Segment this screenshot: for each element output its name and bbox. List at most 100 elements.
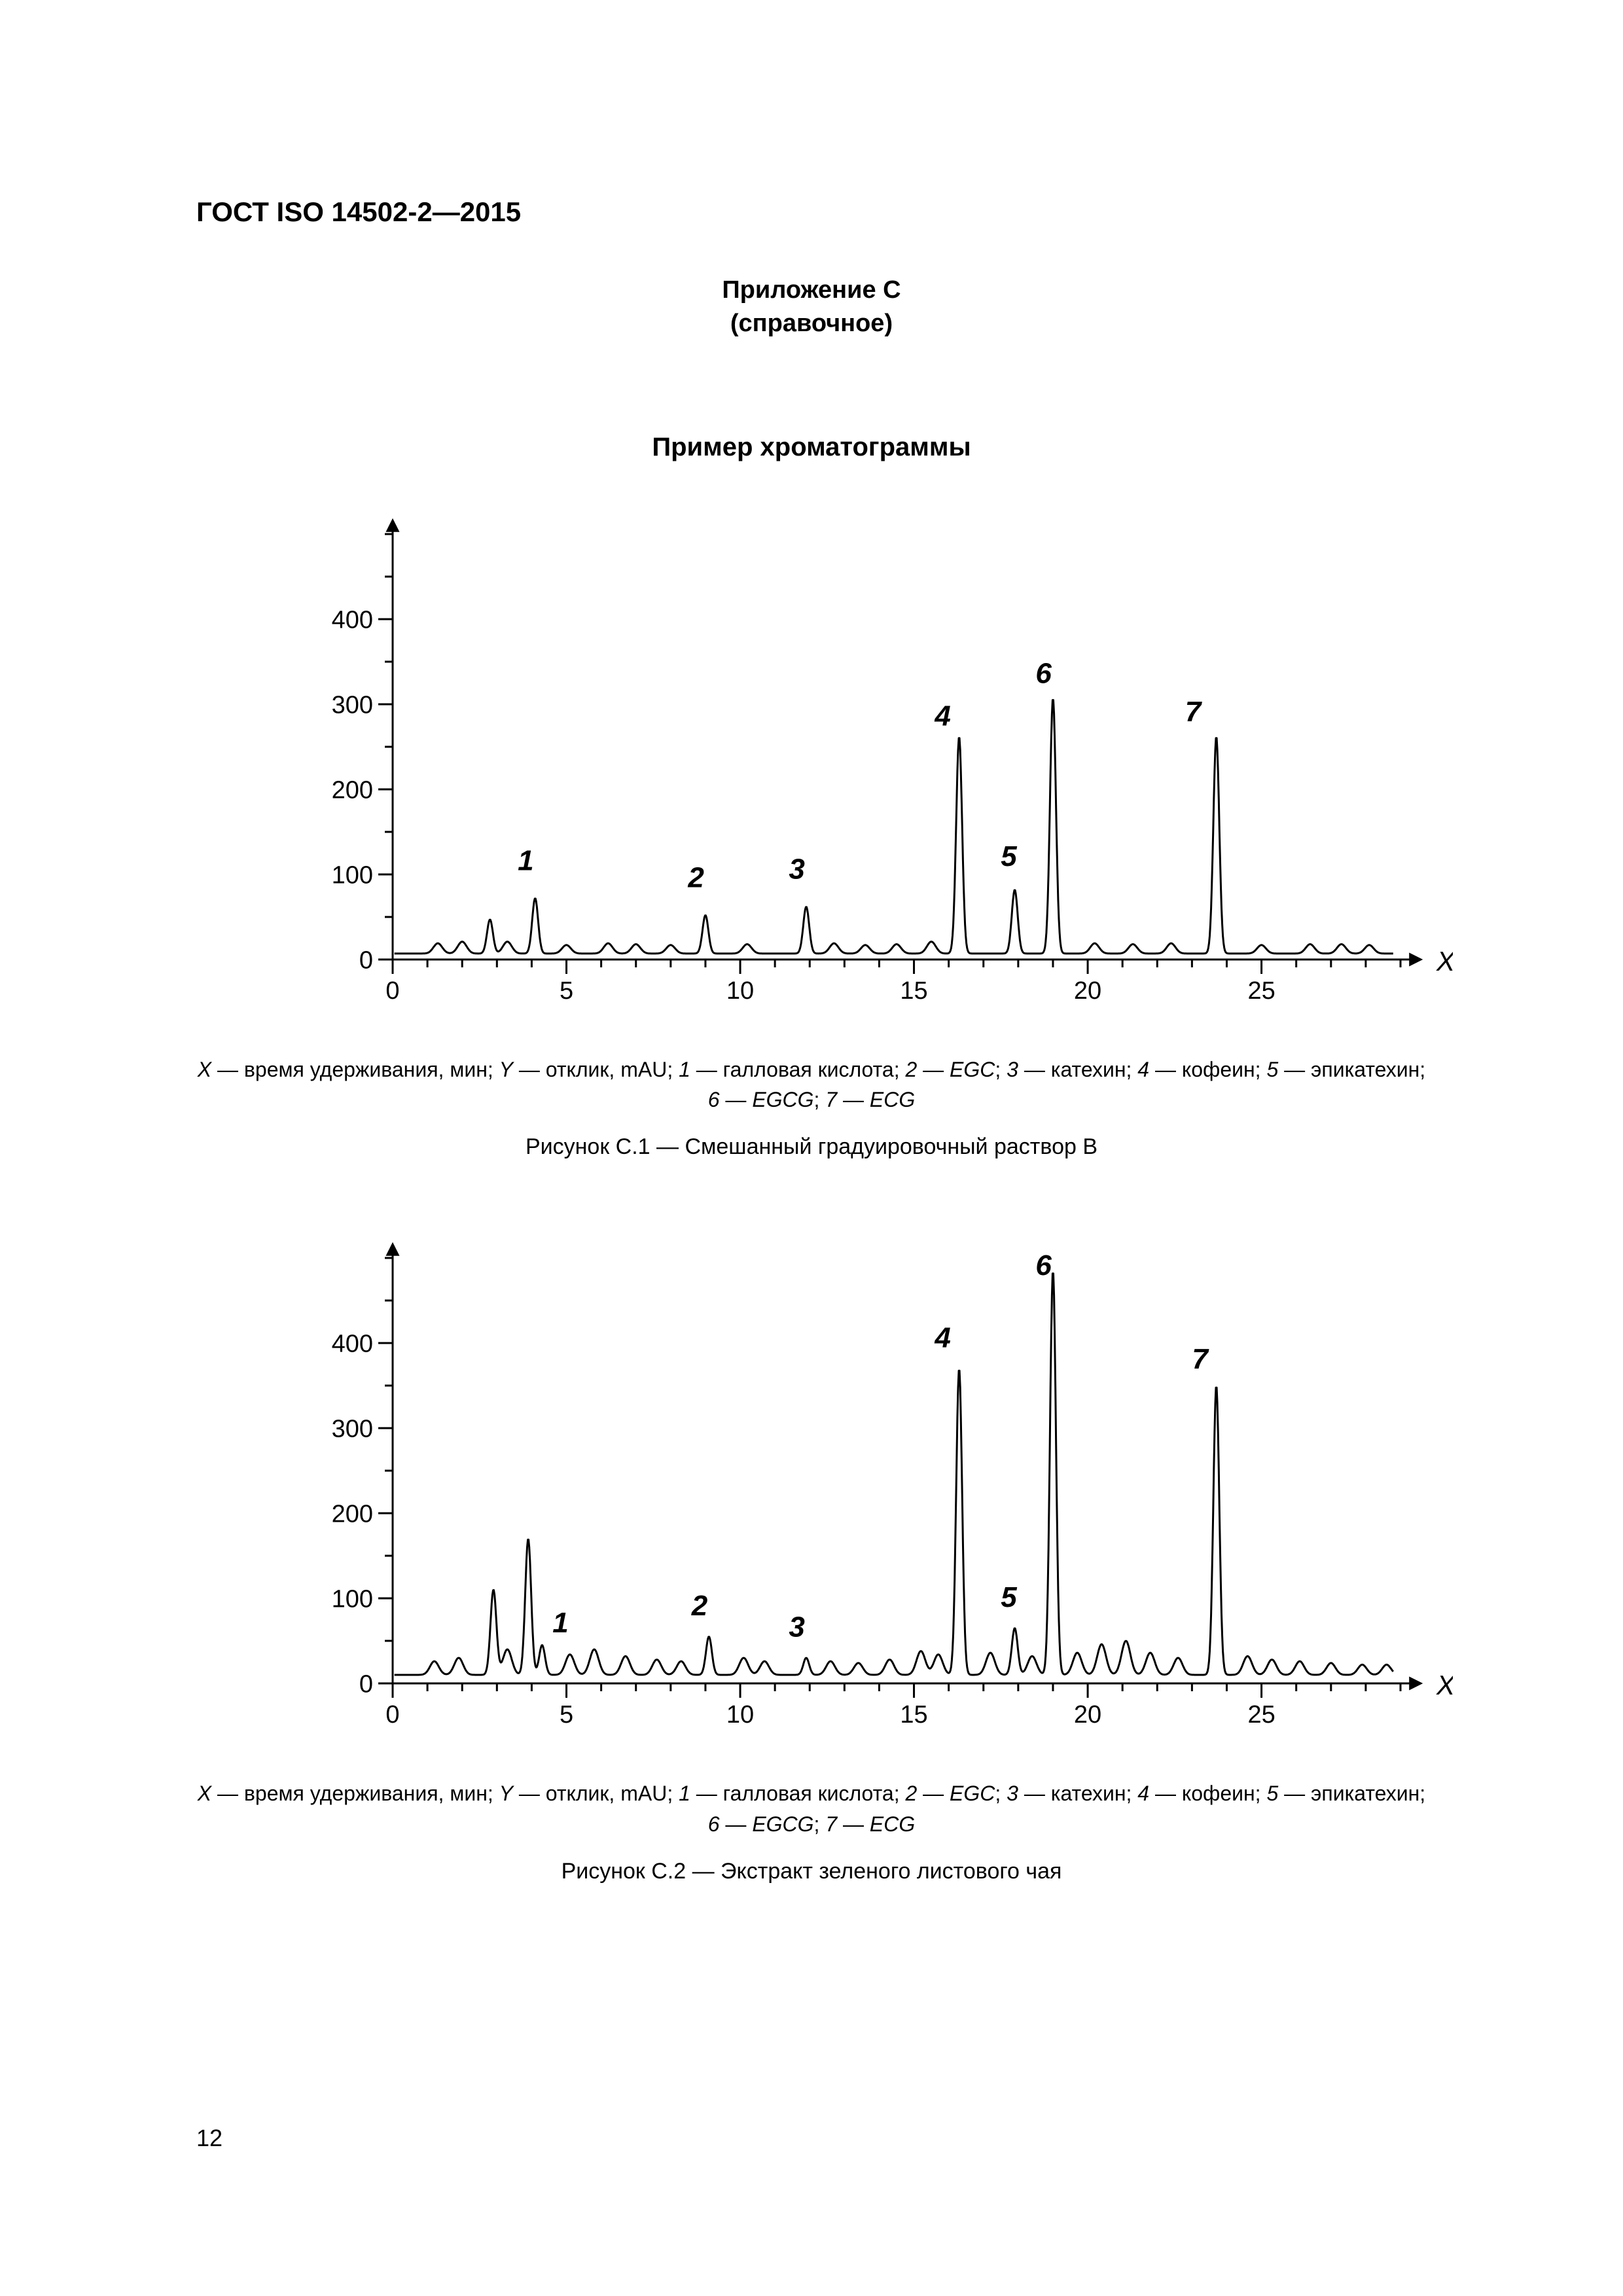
- legend-2-v: —: [917, 1058, 950, 1081]
- caption-c2: Рисунок С.2 — Экстракт зеленого листовог…: [196, 1859, 1427, 1884]
- svg-text:400: 400: [332, 1331, 373, 1358]
- svg-text:300: 300: [332, 691, 373, 719]
- svg-text:20: 20: [1074, 977, 1101, 1005]
- svg-text:15: 15: [900, 977, 927, 1005]
- legend-5-v: — эпикатехин;: [1278, 1058, 1425, 1081]
- svg-text:1: 1: [552, 1607, 568, 1639]
- legend-y-key: Y: [499, 1058, 513, 1081]
- svg-text:25: 25: [1247, 1701, 1275, 1729]
- appendix-line1: Приложение С: [196, 274, 1427, 307]
- legend2-2-em: EGC: [950, 1782, 995, 1805]
- svg-text:10: 10: [726, 977, 754, 1005]
- legend2-2-tail: ;: [995, 1782, 1007, 1805]
- legend2-y-text: — отклик, mAU;: [513, 1782, 679, 1805]
- legend2-3-k: 3: [1007, 1782, 1018, 1805]
- svg-text:7: 7: [1185, 696, 1203, 728]
- svg-text:0: 0: [385, 1701, 399, 1729]
- legend2-7-v: —: [837, 1812, 870, 1836]
- legend2-x-text: — время удерживания, мин;: [211, 1782, 499, 1805]
- legend2-6-v: —: [720, 1812, 753, 1836]
- legend2-6-k: 6: [708, 1812, 720, 1836]
- legend-1-k: 1: [679, 1058, 690, 1081]
- svg-text:15: 15: [900, 1701, 927, 1729]
- svg-text:5: 5: [560, 977, 573, 1005]
- svg-text:0: 0: [359, 1671, 373, 1698]
- svg-text:X: X: [1436, 945, 1453, 976]
- legend2-y-key: Y: [499, 1782, 513, 1805]
- svg-text:100: 100: [332, 1586, 373, 1613]
- legend2-4-v: — кофеин;: [1149, 1782, 1266, 1805]
- svg-text:5: 5: [560, 1701, 573, 1729]
- legend-x-text: — время удерживания, мин;: [211, 1058, 499, 1081]
- svg-text:1: 1: [518, 844, 533, 876]
- svg-text:4: 4: [934, 700, 950, 732]
- legend-2-em: EGC: [950, 1058, 995, 1081]
- svg-text:300: 300: [332, 1416, 373, 1443]
- chromatogram-c1: 05101520250100200300400YX1234567: [301, 514, 1427, 1028]
- legend2-3-v: — катехин;: [1018, 1782, 1137, 1805]
- legend-4-v: — кофеин;: [1149, 1058, 1266, 1081]
- legend-3-k: 3: [1007, 1058, 1018, 1081]
- page-number: 12: [196, 2125, 223, 2152]
- svg-text:100: 100: [332, 861, 373, 889]
- section-title: Пример хроматограммы: [196, 433, 1427, 462]
- legend-x-key: X: [198, 1058, 211, 1081]
- svg-text:200: 200: [332, 1501, 373, 1528]
- legend2-4-k: 4: [1137, 1782, 1149, 1805]
- svg-text:0: 0: [359, 946, 373, 974]
- legend-6-tail: ;: [814, 1088, 826, 1111]
- svg-text:7: 7: [1192, 1343, 1209, 1375]
- svg-text:10: 10: [726, 1701, 754, 1729]
- svg-text:6: 6: [1035, 1249, 1052, 1282]
- svg-text:2: 2: [687, 861, 704, 893]
- svg-text:25: 25: [1247, 977, 1275, 1005]
- chromatogram-c2-svg: 0 5 10 15 20 25 0 100 200 300 400 Y X 1 2 3 4 5 6 7: [301, 1238, 1453, 1749]
- legend2-7-k: 7: [825, 1812, 837, 1836]
- legend2-2-v: —: [917, 1782, 950, 1805]
- legend-6-k: 6: [708, 1088, 720, 1111]
- svg-text:Y: Y: [377, 514, 397, 520]
- chromatogram-c2: 05101520250100200300400YX1234567: [301, 1238, 1427, 1752]
- svg-text:20: 20: [1074, 1701, 1101, 1729]
- legend-c1: X — время удерживания, мин; Y — отклик, …: [196, 1054, 1427, 1115]
- legend-3-v: — катехин;: [1018, 1058, 1137, 1081]
- legend2-5-k: 5: [1266, 1782, 1278, 1805]
- legend2-1-k: 1: [679, 1782, 690, 1805]
- svg-text:400: 400: [332, 606, 373, 634]
- legend2-7-em: ECG: [870, 1812, 915, 1836]
- legend-7-k: 7: [825, 1088, 837, 1111]
- caption-c1: Рисунок С.1 — Смешанный градуировочный р…: [196, 1134, 1427, 1160]
- legend2-2-k: 2: [905, 1782, 917, 1805]
- legend-7-em: ECG: [870, 1088, 915, 1111]
- legend-6-em: EGCG: [752, 1088, 813, 1111]
- legend-4-k: 4: [1137, 1058, 1149, 1081]
- legend-2-tail: ;: [995, 1058, 1007, 1081]
- legend2-5-v: — эпикатехин;: [1278, 1782, 1425, 1805]
- legend-1-v: — галловая кислота;: [690, 1058, 906, 1081]
- svg-text:4: 4: [934, 1322, 950, 1354]
- legend-5-k: 5: [1266, 1058, 1278, 1081]
- svg-text:X: X: [1436, 1670, 1453, 1700]
- svg-text:0: 0: [385, 977, 399, 1005]
- legend2-1-v: — галловая кислота;: [690, 1782, 906, 1805]
- document-header: ГОСТ ISO 14502-2—2015: [196, 196, 1427, 228]
- appendix-line2: (справочное): [196, 307, 1427, 340]
- legend-c2: X — время удерживания, мин; Y — отклик, …: [196, 1778, 1427, 1839]
- legend-2-k: 2: [905, 1058, 917, 1081]
- legend-6-v: —: [720, 1088, 753, 1111]
- chromatogram-c1-svg: 05101520250100200300400YX1234567: [301, 514, 1453, 1025]
- svg-text:2: 2: [691, 1590, 708, 1622]
- svg-text:5: 5: [1001, 840, 1017, 872]
- legend2-6-em: EGCG: [752, 1812, 813, 1836]
- svg-text:Y: Y: [377, 1238, 397, 1244]
- svg-text:3: 3: [789, 853, 804, 885]
- svg-text:6: 6: [1035, 657, 1052, 689]
- svg-text:3: 3: [789, 1611, 804, 1643]
- legend2-x-key: X: [198, 1782, 211, 1805]
- legend-7-v: —: [837, 1088, 870, 1111]
- legend-y-text: — отклик, mAU;: [513, 1058, 679, 1081]
- legend2-6-tail: ;: [814, 1812, 826, 1836]
- appendix-heading: Приложение С (справочное): [196, 274, 1427, 341]
- document-page: ГОСТ ISO 14502-2—2015 Приложение С (спра…: [0, 0, 1623, 2296]
- svg-text:5: 5: [1001, 1581, 1017, 1613]
